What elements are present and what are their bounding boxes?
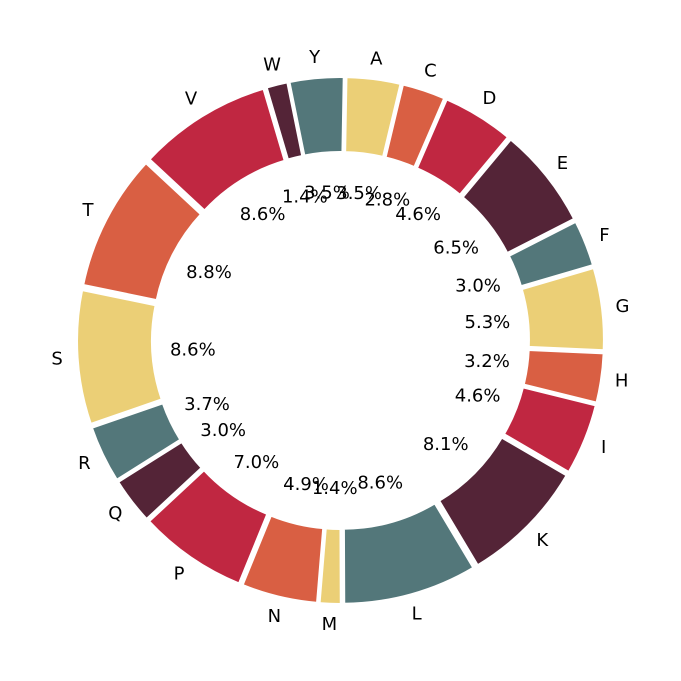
percent-label-E: 6.5% <box>433 238 479 259</box>
category-label-D: D <box>482 88 496 109</box>
percent-label-N: 4.9% <box>283 474 329 495</box>
wedge-E <box>459 136 577 256</box>
wedge-Y <box>287 75 346 158</box>
percent-label-A: 3.5% <box>336 183 382 204</box>
wedge-Q <box>115 439 205 522</box>
category-label-C: C <box>424 61 437 82</box>
wedge-N <box>240 512 326 606</box>
percent-label-W: 1.4% <box>282 186 328 207</box>
category-label-N: N <box>268 606 281 627</box>
category-label-G: G <box>615 296 629 317</box>
wedge-I <box>501 384 599 475</box>
percent-label-P: 7.0% <box>233 452 279 473</box>
percent-label-C: 2.8% <box>364 190 410 211</box>
wedge-C <box>383 82 447 170</box>
category-label-A: A <box>370 48 383 69</box>
category-label-F: F <box>599 225 609 246</box>
wedge-P <box>146 467 270 587</box>
percent-label-V: 8.6% <box>240 204 286 225</box>
percent-label-Y: 3.5% <box>304 183 350 204</box>
wedge-M <box>317 526 343 606</box>
percent-label-D: 4.6% <box>395 204 441 225</box>
category-label-T: T <box>82 200 95 221</box>
wedge-A <box>343 75 403 160</box>
percent-label-F: 3.0% <box>455 275 501 296</box>
percent-label-I: 4.6% <box>455 386 501 407</box>
wedge-K <box>436 434 570 568</box>
percent-label-T: 8.8% <box>186 262 232 283</box>
category-label-K: K <box>536 530 549 551</box>
label-group: A 3.5% C 2.8% D 4.6% E 6.5% F 3.0% G 5.3% H 3.2% I 4.6%… <box>51 47 629 635</box>
wedge-S <box>75 287 165 427</box>
category-label-P: P <box>174 564 185 585</box>
wedge-group <box>75 75 606 606</box>
percent-label-K: 8.1% <box>423 434 469 455</box>
percent-label-H: 3.2% <box>464 351 510 372</box>
percent-label-S: 8.6% <box>170 340 216 361</box>
wedge-V <box>146 86 288 214</box>
percent-label-Q: 3.0% <box>200 420 246 441</box>
wedge-H <box>521 347 606 405</box>
wedge-T <box>80 160 204 303</box>
wedge-F <box>506 219 596 289</box>
category-label-E: E <box>557 153 568 174</box>
category-label-L: L <box>412 604 422 625</box>
percent-label-L: 8.6% <box>357 473 403 494</box>
wedge-G <box>519 265 606 353</box>
category-label-S: S <box>51 348 62 369</box>
percent-label-G: 5.3% <box>465 312 511 333</box>
category-label-Y: Y <box>308 47 321 68</box>
category-label-W: W <box>263 54 281 75</box>
category-label-I: I <box>601 437 606 458</box>
category-label-Q: Q <box>108 503 122 524</box>
category-label-R: R <box>78 453 91 474</box>
category-label-M: M <box>322 614 338 635</box>
percent-label-R: 3.7% <box>184 394 230 415</box>
category-label-H: H <box>615 371 629 392</box>
wedge-L <box>341 500 477 606</box>
category-label-V: V <box>185 89 198 110</box>
percent-label-M: 1.4% <box>312 478 358 499</box>
wedge-R <box>89 400 184 483</box>
wedge-D <box>414 96 511 198</box>
